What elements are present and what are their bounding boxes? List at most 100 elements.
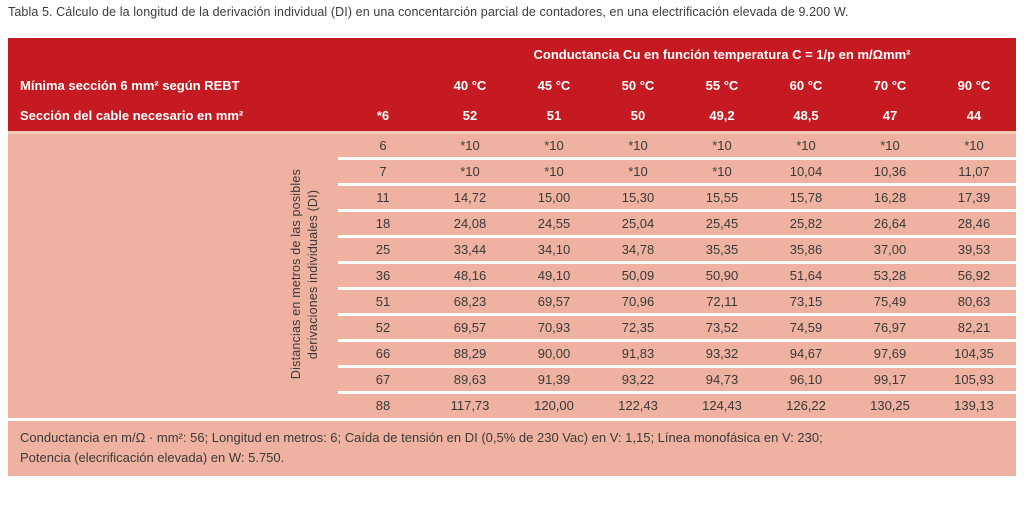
temp-column-header: 45 °C bbox=[512, 70, 596, 101]
table-row: 18 24,08 24,55 25,04 25,45 25,82 26,64 28,46 bbox=[8, 208, 1016, 236]
value-cell: *10 bbox=[932, 130, 1016, 158]
distance-cell: 7 bbox=[338, 156, 428, 184]
table-body: Distancias en metros de las posibles deri… bbox=[8, 130, 1016, 418]
conductance-value: 49,2 bbox=[680, 101, 764, 132]
value-cell: 89,63 bbox=[428, 364, 512, 392]
value-cell: 33,44 bbox=[428, 234, 512, 262]
value-cell: 104,35 bbox=[932, 338, 1016, 366]
value-cell: 51,64 bbox=[764, 260, 848, 288]
value-cell: 105,93 bbox=[932, 364, 1016, 392]
value-cell: 35,35 bbox=[680, 234, 764, 262]
value-cell: 72,11 bbox=[680, 286, 764, 314]
distance-cell: 18 bbox=[338, 208, 428, 236]
temp-column-header: 55 °C bbox=[680, 70, 764, 101]
value-cell: 93,32 bbox=[680, 338, 764, 366]
value-cell: *10 bbox=[680, 156, 764, 184]
value-cell: 15,55 bbox=[680, 182, 764, 210]
table-row: 36 48,16 49,10 50,09 50,90 51,64 53,28 56,92 bbox=[8, 260, 1016, 288]
value-cell: 24,55 bbox=[512, 208, 596, 236]
value-cell: 75,49 bbox=[848, 286, 932, 314]
distance-cell: 51 bbox=[338, 286, 428, 314]
value-cell: 117,73 bbox=[428, 390, 512, 418]
distance-cell: 36 bbox=[338, 260, 428, 288]
value-cell: 73,52 bbox=[680, 312, 764, 340]
value-cell: 120,00 bbox=[512, 390, 596, 418]
conductance-value: 47 bbox=[848, 101, 932, 132]
value-cell: 94,73 bbox=[680, 364, 764, 392]
value-cell: 82,21 bbox=[932, 312, 1016, 340]
value-cell: 24,08 bbox=[428, 208, 512, 236]
conductance-value: 51 bbox=[512, 101, 596, 132]
value-cell: 99,17 bbox=[848, 364, 932, 392]
value-cell: 25,04 bbox=[596, 208, 680, 236]
value-cell: 10,36 bbox=[848, 156, 932, 184]
table-row: 88 117,73 120,00 122,43 124,43 126,22 130,25 13… bbox=[8, 390, 1016, 418]
value-cell: *10 bbox=[596, 156, 680, 184]
value-cell: 126,22 bbox=[764, 390, 848, 418]
value-cell: 74,59 bbox=[764, 312, 848, 340]
table-header: Conductancia Cu en función temperatura C… bbox=[8, 38, 1016, 132]
footer-line-2: Potencia (elecrificación elevada) en W: … bbox=[20, 449, 285, 465]
header-spacer bbox=[8, 38, 428, 70]
distance-cell: 88 bbox=[338, 390, 428, 418]
table-row: 67 89,63 91,39 93,22 94,73 96,10 99,17 105,93 bbox=[8, 364, 1016, 392]
value-cell: 91,39 bbox=[512, 364, 596, 392]
value-cell: 48,16 bbox=[428, 260, 512, 288]
value-cell: 25,45 bbox=[680, 208, 764, 236]
value-cell: 97,69 bbox=[848, 338, 932, 366]
row-axis-label-cell: Distancias en metros de las posibles deri… bbox=[8, 130, 338, 418]
value-cell: 122,43 bbox=[596, 390, 680, 418]
table-row: 51 68,23 69,57 70,96 72,11 73,15 75,49 80,63 bbox=[8, 286, 1016, 314]
data-table-wrapper: Conductancia Cu en función temperatura C… bbox=[8, 38, 1016, 476]
value-cell: 15,30 bbox=[596, 182, 680, 210]
temp-column-header: 90 °C bbox=[932, 70, 1016, 101]
value-cell: 69,57 bbox=[428, 312, 512, 340]
value-cell: 17,39 bbox=[932, 182, 1016, 210]
value-cell: 94,67 bbox=[764, 338, 848, 366]
temp-column-header: 70 °C bbox=[848, 70, 932, 101]
data-table: Conductancia Cu en función temperatura C… bbox=[8, 38, 1016, 418]
value-cell: 34,78 bbox=[596, 234, 680, 262]
value-cell: 91,83 bbox=[596, 338, 680, 366]
value-cell: 35,86 bbox=[764, 234, 848, 262]
temp-column-header: 40 °C bbox=[428, 70, 512, 101]
value-cell: 14,72 bbox=[428, 182, 512, 210]
distance-cell: 11 bbox=[338, 182, 428, 210]
value-cell: 15,00 bbox=[512, 182, 596, 210]
conductance-value: 50 bbox=[596, 101, 680, 132]
distance-cell: 25 bbox=[338, 234, 428, 262]
value-cell: 28,46 bbox=[932, 208, 1016, 236]
value-cell: *10 bbox=[764, 130, 848, 158]
value-cell: 16,28 bbox=[848, 182, 932, 210]
footer-note: Conductancia en m/Ω · mm²: 56; Longitud … bbox=[8, 418, 1016, 476]
header-row-temperatures: Mínima sección 6 mm² según REBT 40 °C 45… bbox=[8, 70, 1016, 101]
table-row: 66 88,29 90,00 91,83 93,32 94,67 97,69 104,35 bbox=[8, 338, 1016, 366]
value-cell: 37,00 bbox=[848, 234, 932, 262]
value-cell: 93,22 bbox=[596, 364, 680, 392]
value-cell: 96,10 bbox=[764, 364, 848, 392]
value-cell: *10 bbox=[428, 130, 512, 158]
value-cell: 50,90 bbox=[680, 260, 764, 288]
value-cell: 50,09 bbox=[596, 260, 680, 288]
value-cell: 68,23 bbox=[428, 286, 512, 314]
row-axis-label: Distancias en metros de las posibles deri… bbox=[289, 169, 321, 380]
value-cell: 70,96 bbox=[596, 286, 680, 314]
value-cell: 56,92 bbox=[932, 260, 1016, 288]
value-cell: *10 bbox=[680, 130, 764, 158]
value-cell: 34,10 bbox=[512, 234, 596, 262]
value-cell: 139,13 bbox=[932, 390, 1016, 418]
temp-column-header: 50 °C bbox=[596, 70, 680, 101]
page-title: Tabla 5. Cálculo de la longitud de la de… bbox=[8, 5, 849, 19]
header-row-conductance-values: Sección del cable necesario en mm² *6 52… bbox=[8, 101, 1016, 132]
distance-cell: 67 bbox=[338, 364, 428, 392]
temp-column-header: 60 °C bbox=[764, 70, 848, 101]
value-cell: 70,93 bbox=[512, 312, 596, 340]
value-cell: *10 bbox=[512, 156, 596, 184]
value-cell: 88,29 bbox=[428, 338, 512, 366]
table-row: 25 33,44 34,10 34,78 35,35 35,86 37,00 39,53 bbox=[8, 234, 1016, 262]
table-row: 52 69,57 70,93 72,35 73,52 74,59 76,97 82,21 bbox=[8, 312, 1016, 340]
value-cell: *10 bbox=[848, 130, 932, 158]
value-cell: 76,97 bbox=[848, 312, 932, 340]
conductance-value: 48,5 bbox=[764, 101, 848, 132]
section-min-value: *6 bbox=[338, 101, 428, 132]
